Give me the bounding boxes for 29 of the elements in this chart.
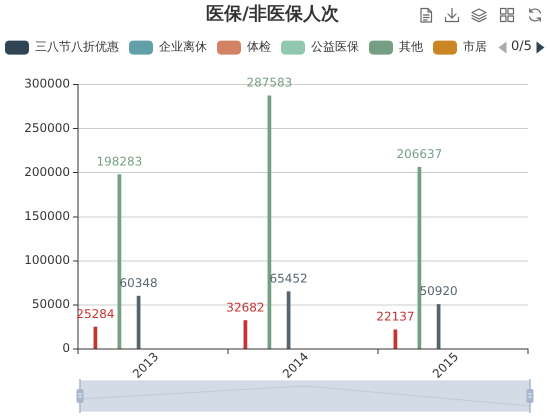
- y-tick-label: 250000: [24, 120, 70, 135]
- data-label: 206637: [396, 147, 442, 162]
- bar: [94, 326, 98, 348]
- text: 0/5: [511, 39, 532, 55]
- y-tick-label: 100000: [24, 252, 70, 267]
- chart-title: 医保/非医保人次: [206, 3, 340, 24]
- bar: [118, 174, 122, 348]
- legend-label: 体检: [247, 40, 271, 54]
- y-tick-label: 200000: [24, 164, 70, 179]
- legend-label: 企业离休: [159, 40, 207, 54]
- bar: [286, 291, 290, 348]
- y-tick-label: 150000: [24, 208, 70, 223]
- data-label: 287583: [246, 76, 292, 90]
- bar: [418, 166, 422, 348]
- y-tick-label: 50000: [32, 297, 70, 312]
- data-label: 198283: [96, 154, 142, 168]
- bar: [436, 304, 440, 348]
- bar: [136, 296, 140, 348]
- legend-label: 其他: [399, 40, 423, 54]
- bar: [394, 329, 398, 348]
- bar: [244, 320, 248, 348]
- legend-label: 市居: [463, 40, 487, 54]
- y-tick-label: 300000: [24, 76, 70, 91]
- legend-label: 公益医保: [311, 40, 359, 54]
- data-label: 22137: [376, 310, 414, 324]
- y-tick-label: 0: [62, 341, 70, 356]
- legend-label: 三八节八折优惠: [35, 40, 119, 54]
- data-label: 32682: [226, 300, 264, 314]
- bar: [268, 96, 272, 348]
